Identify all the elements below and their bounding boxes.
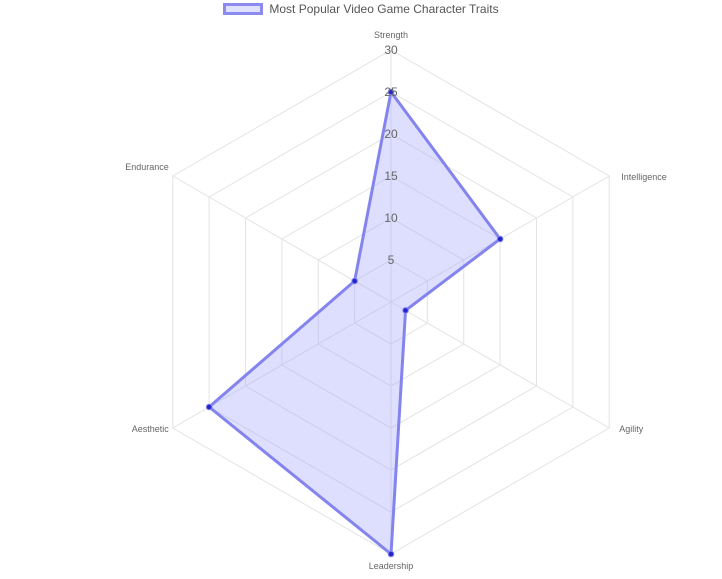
data-point-agility [402,307,409,314]
tick-label-30: 30 [384,43,398,57]
axis-label-agility: Agility [619,424,644,434]
axis-label-endurance: Endurance [125,162,169,172]
tick-label-25: 25 [384,85,398,99]
tick-label-20: 20 [384,127,398,141]
data-point-strength [387,88,395,96]
axis-label-intelligence: Intelligence [621,172,667,182]
tick-label-10: 10 [384,211,398,225]
legend-swatch [223,3,264,15]
data-point-aesthetic [205,403,213,411]
data-point-intelligence [496,235,504,243]
tick-label-15: 15 [384,169,398,183]
legend-label: Most Popular Video Game Character Traits [269,2,499,16]
data-point-leadership [387,550,395,558]
legend[interactable]: Most Popular Video Game Character Traits [0,2,722,16]
axis-label-strength: Strength [374,30,408,40]
series-area [206,88,503,557]
data-point-endurance [351,277,358,285]
axis-label-aesthetic: Aesthetic [132,424,170,434]
axis-label-leadership: Leadership [369,561,414,571]
spoke-agility [390,301,610,429]
tick-label-5: 5 [388,253,395,267]
